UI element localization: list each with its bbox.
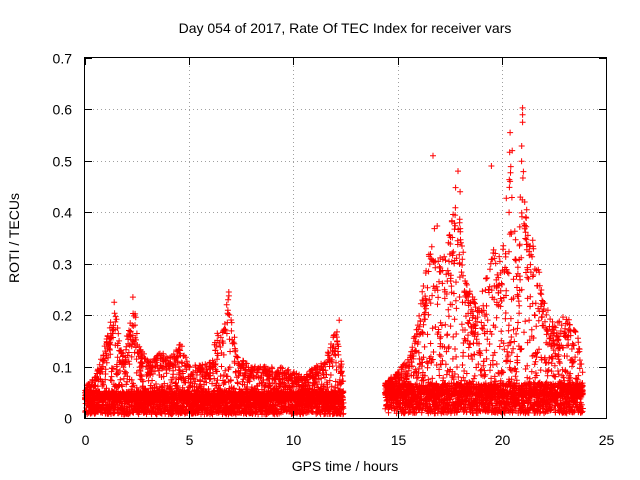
data-point	[130, 382, 137, 389]
chart-title: Day 054 of 2017, Rate Of TEC Index for r…	[179, 20, 512, 36]
data-point	[112, 318, 119, 325]
data-point	[159, 365, 165, 372]
data-point	[121, 368, 128, 375]
data-point	[107, 351, 114, 358]
data-point	[102, 376, 109, 383]
data-point	[139, 363, 146, 370]
data-point	[157, 355, 164, 361]
data-point	[103, 359, 110, 366]
data-point	[112, 313, 119, 320]
data-point	[148, 359, 154, 366]
data-point	[104, 332, 111, 339]
data-point	[100, 381, 107, 388]
data-point	[115, 330, 122, 337]
data-point	[118, 382, 125, 388]
data-point	[114, 354, 121, 361]
data-point	[99, 363, 106, 370]
gridlines	[85, 58, 606, 418]
data-point	[161, 380, 168, 387]
data-point	[138, 371, 145, 378]
data-point	[125, 358, 132, 365]
data-point	[126, 361, 133, 368]
data-point	[160, 373, 167, 380]
data-point	[149, 377, 156, 384]
data-point	[110, 334, 116, 341]
data-point	[99, 383, 106, 389]
data-point	[119, 383, 126, 390]
data-point	[132, 314, 139, 321]
data-point	[111, 310, 118, 317]
data-point	[163, 370, 170, 377]
data-point	[123, 381, 130, 388]
data-point	[113, 316, 120, 323]
data-point	[133, 336, 139, 343]
data-point	[123, 369, 129, 376]
data-point	[107, 377, 114, 383]
data-point	[117, 368, 123, 374]
data-point	[127, 328, 134, 335]
data-point	[102, 366, 109, 373]
data-point	[103, 385, 110, 392]
data-point	[140, 378, 147, 385]
data-point	[120, 350, 127, 357]
data-point	[128, 353, 135, 360]
data-points	[82, 104, 586, 418]
data-point	[137, 367, 144, 373]
data-point	[129, 383, 136, 390]
data-point	[120, 375, 127, 382]
data-point	[124, 352, 131, 359]
data-point	[116, 337, 123, 344]
data-point	[117, 376, 124, 383]
data-point	[96, 361, 103, 368]
data-point	[132, 322, 138, 329]
data-point	[133, 330, 140, 337]
data-point	[153, 381, 159, 387]
data-point	[105, 354, 112, 361]
data-point	[114, 325, 121, 331]
data-point	[108, 377, 115, 384]
data-point	[115, 410, 122, 417]
data-point	[128, 376, 135, 383]
data-point	[124, 373, 131, 380]
data-point	[132, 310, 139, 317]
data-point	[146, 372, 153, 379]
data-point	[133, 369, 140, 376]
data-point	[110, 365, 116, 372]
data-point	[99, 368, 106, 375]
data-point	[125, 349, 132, 356]
